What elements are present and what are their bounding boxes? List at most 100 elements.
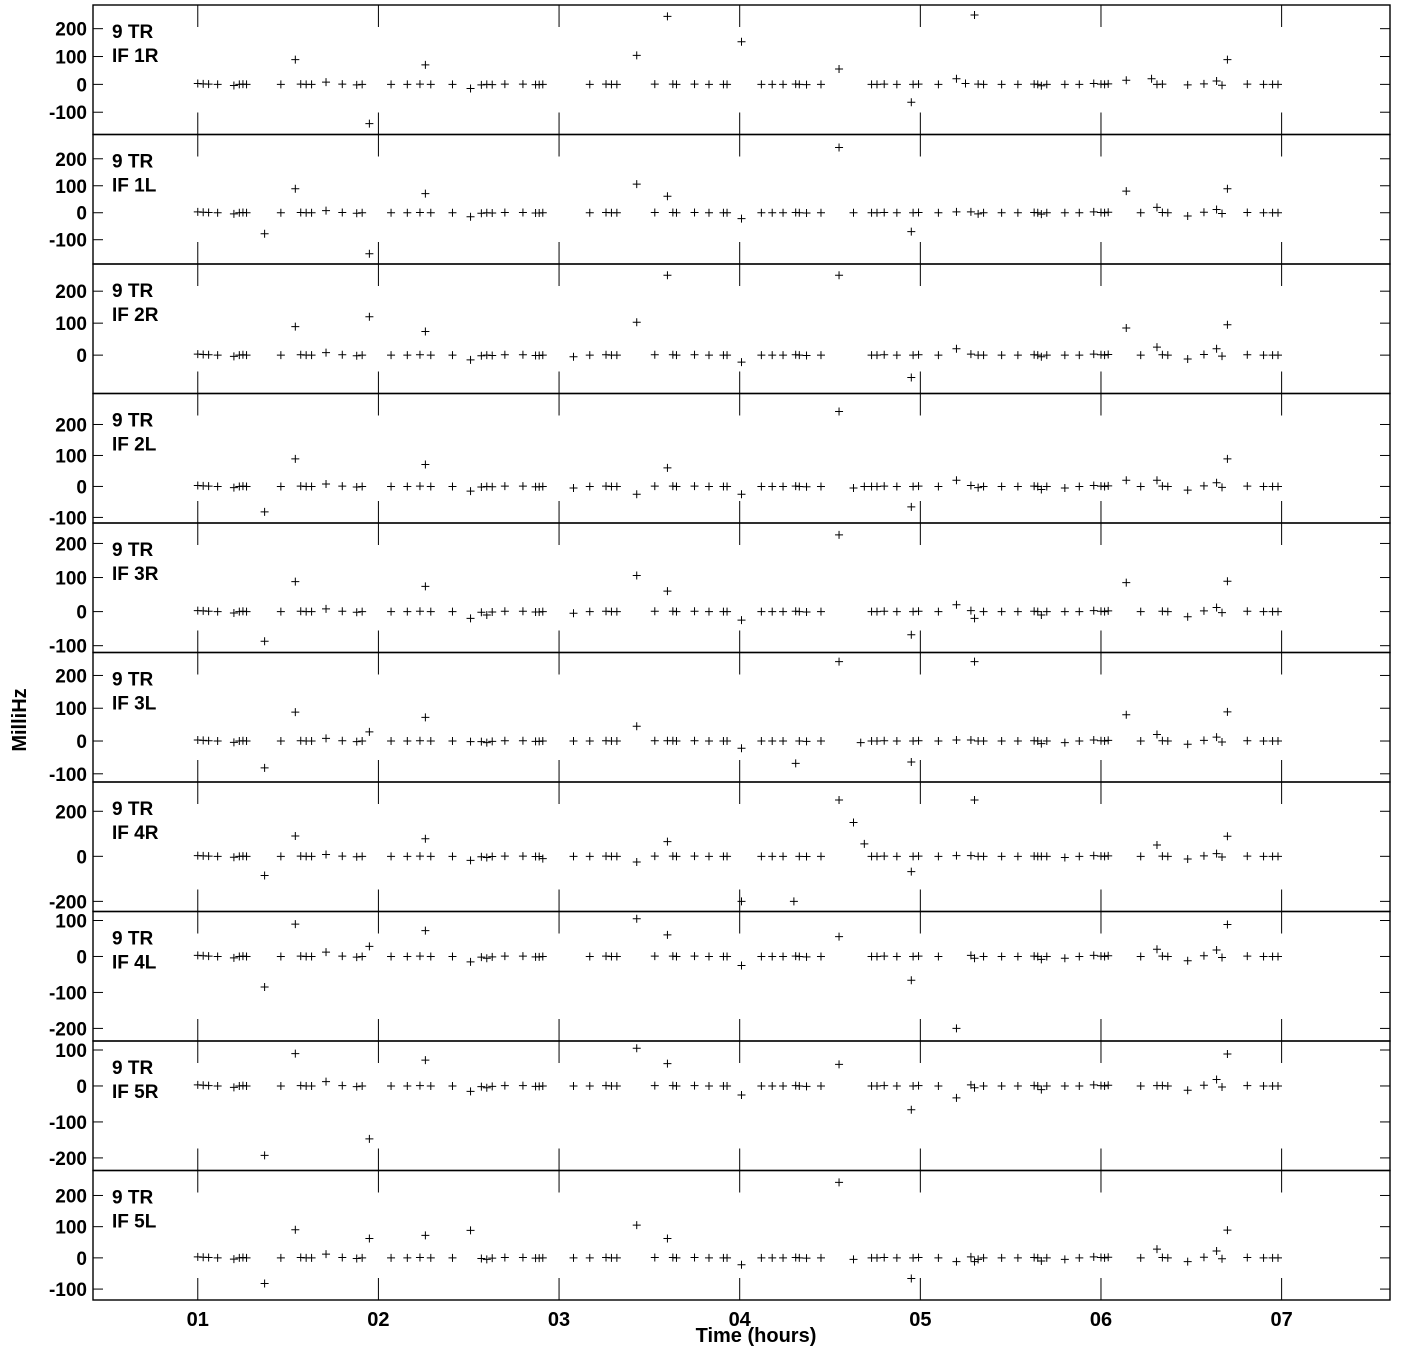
data-point — [779, 482, 788, 491]
y-tick-label: 100 — [55, 314, 87, 335]
data-point — [1212, 733, 1221, 742]
data-point — [1183, 486, 1192, 495]
data-point — [1223, 184, 1232, 193]
data-point — [952, 1257, 961, 1266]
data-point — [1259, 607, 1268, 616]
data-point — [1243, 350, 1252, 359]
y-tick-label: 0 — [76, 603, 87, 624]
data-point — [1274, 351, 1282, 360]
data-point — [1243, 1253, 1252, 1262]
data-point — [723, 737, 732, 746]
data-point — [569, 352, 578, 361]
data-point — [415, 736, 424, 745]
data-point — [816, 482, 825, 491]
data-point — [1274, 1253, 1282, 1262]
data-point — [690, 80, 699, 89]
y-tick-label: 0 — [76, 847, 87, 868]
data-point — [569, 609, 578, 618]
data-point — [650, 1081, 659, 1090]
data-point — [1089, 481, 1098, 490]
data-point — [663, 1234, 672, 1243]
data-point — [307, 852, 316, 861]
data-point — [358, 482, 367, 491]
data-point — [1223, 577, 1232, 586]
data-point — [242, 1253, 251, 1262]
data-point — [387, 351, 396, 360]
data-point — [538, 607, 547, 616]
data-point — [802, 80, 811, 89]
data-point — [672, 208, 681, 217]
data-point — [1259, 737, 1268, 746]
y-tick-label: -100 — [49, 1113, 87, 1134]
data-point — [291, 920, 300, 929]
data-point — [907, 227, 916, 236]
data-point — [1060, 738, 1069, 747]
y-tick-label: -100 — [49, 508, 87, 529]
data-point — [632, 914, 641, 923]
data-point — [672, 1253, 681, 1262]
data-point — [952, 74, 961, 83]
data-point — [1122, 710, 1131, 719]
data-point — [880, 208, 889, 217]
data-point — [1199, 350, 1208, 359]
data-point — [1274, 482, 1282, 491]
data-point — [737, 897, 746, 906]
data-point — [1037, 739, 1046, 748]
y-tick-label: 200 — [55, 1186, 87, 1207]
data-point — [213, 852, 222, 861]
data-point — [663, 837, 672, 846]
data-point — [1136, 1081, 1145, 1090]
data-point — [352, 953, 361, 962]
data-point — [650, 952, 659, 961]
data-point — [1136, 351, 1145, 360]
data-point — [477, 852, 486, 861]
data-point — [1089, 606, 1098, 615]
panel-frame — [92, 263, 1391, 395]
data-point — [415, 1253, 424, 1262]
data-point — [1013, 1081, 1022, 1090]
data-point — [291, 1049, 300, 1058]
data-point — [663, 587, 672, 596]
data-point — [204, 852, 213, 861]
data-point — [892, 737, 901, 746]
data-point — [518, 952, 527, 961]
data-point — [757, 208, 766, 217]
data-point — [612, 607, 621, 616]
data-point — [880, 736, 889, 745]
data-point — [500, 350, 509, 359]
data-point — [403, 737, 412, 746]
data-point — [421, 1231, 430, 1240]
data-point — [849, 1255, 858, 1264]
data-point — [426, 351, 435, 360]
data-point — [1013, 952, 1022, 961]
data-point — [276, 80, 285, 89]
data-point — [1223, 454, 1232, 463]
data-point — [974, 483, 983, 492]
data-point — [466, 1087, 475, 1096]
data-point — [387, 607, 396, 616]
data-point — [291, 454, 300, 463]
y-tick-label: -100 — [49, 637, 87, 658]
data-point — [338, 852, 347, 861]
y-tick-label: 200 — [55, 802, 87, 823]
panel: 200 100 0 -100 9 TR IF 1L — [49, 133, 1391, 265]
data-point — [952, 476, 961, 485]
data-point — [997, 351, 1006, 360]
data-point — [650, 736, 659, 745]
data-point — [204, 482, 213, 491]
data-point — [802, 1254, 811, 1263]
data-point — [872, 952, 881, 961]
data-point — [291, 1225, 300, 1234]
data-point — [795, 1253, 804, 1262]
data-point — [1212, 205, 1221, 214]
data-point — [477, 351, 486, 360]
data-point — [477, 953, 486, 962]
data-point — [518, 736, 527, 745]
data-point — [518, 482, 527, 491]
panel-frame — [92, 651, 1391, 783]
data-point — [872, 482, 881, 491]
data-point — [934, 1253, 943, 1262]
data-point — [538, 208, 547, 217]
data-point — [535, 852, 544, 861]
data-point — [1089, 951, 1098, 960]
